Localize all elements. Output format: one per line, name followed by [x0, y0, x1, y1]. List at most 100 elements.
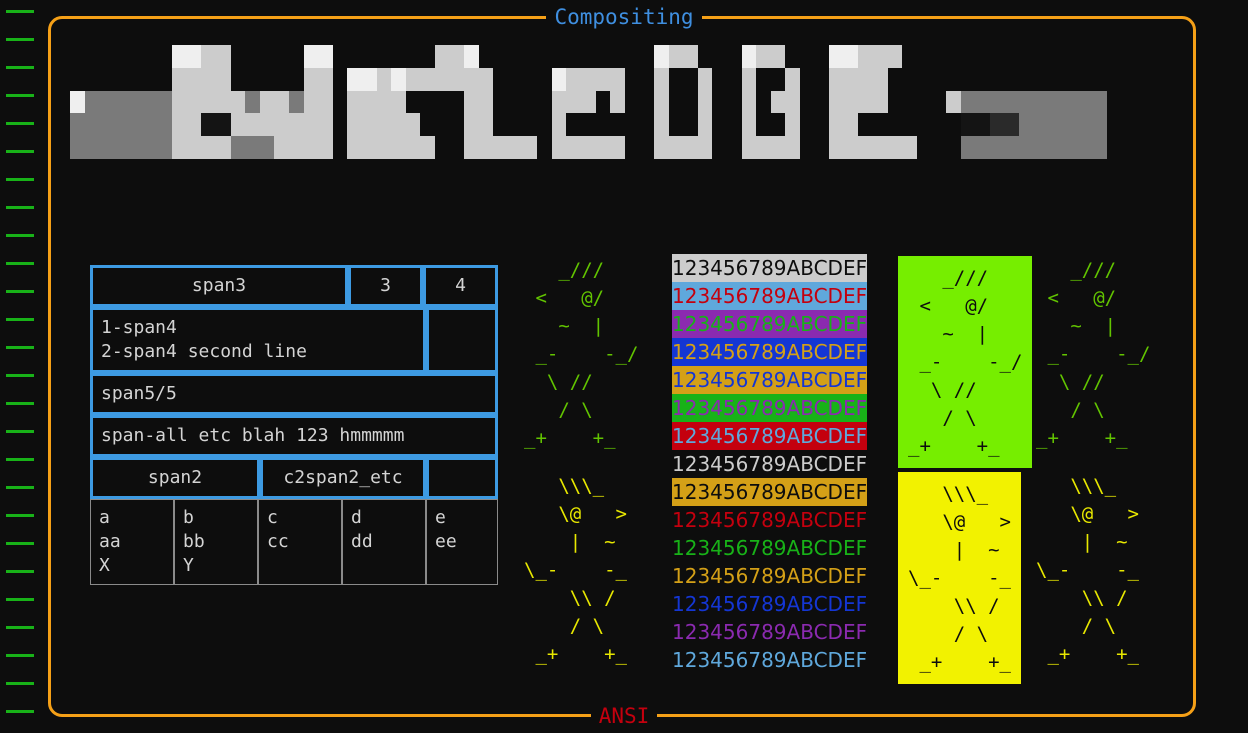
banner-pixel	[201, 67, 231, 91]
ascii-art-top-green-panel: _/// < @/ ~ | _- -_/ \ // / \ _+ +_	[898, 256, 1033, 468]
table-row: span5/5	[90, 373, 498, 415]
color-sample-row: 123456789ABCDEF	[672, 478, 868, 506]
banner-pixel	[303, 45, 333, 68]
gutter-dash	[6, 38, 34, 41]
banner-pixel	[566, 67, 625, 91]
frame-footer: ANSI	[0, 703, 1248, 729]
banner-pixel	[960, 136, 1107, 159]
frame-footer-label: ANSI	[590, 704, 658, 728]
gutter-dash	[6, 402, 34, 405]
banner-pixel	[960, 113, 990, 137]
ascii-art-bottom-yellow-panel: \\\_ \@ > | ~ \_- -_ \\ / / \ _+ +_	[898, 472, 1021, 684]
gutter-dash	[6, 290, 34, 293]
banner-pixel	[259, 90, 289, 114]
color-sample-row: 123456789ABCDEF	[672, 534, 868, 562]
table-cell: d dd	[342, 499, 426, 585]
table-row: span-all etc blah 123 hmmmmm	[90, 415, 498, 457]
banner-pixel	[230, 113, 246, 137]
banner-pixel	[551, 136, 625, 159]
banner-pixel	[668, 45, 698, 68]
banner-pixel	[464, 45, 479, 68]
color-sample-row: 123456789ABCDEF	[672, 338, 868, 366]
banner-pixel	[697, 67, 713, 137]
ascii-art-top-right: _/// < @/ ~ | _- -_/ \ // / \ _+ +_	[1036, 256, 1151, 452]
banner-pixel	[654, 45, 669, 68]
banner-pixel	[70, 113, 202, 137]
banner-pixel	[259, 113, 304, 137]
banner-pixel	[858, 90, 888, 114]
table-cell	[426, 457, 498, 499]
banner-pixel	[172, 45, 202, 68]
gutter-dash	[6, 682, 34, 685]
table-cell: 3	[348, 265, 423, 307]
banner-pixel	[551, 67, 567, 91]
banner-pixel	[435, 67, 465, 91]
color-sample-row: 123456789ABCDEF	[672, 422, 868, 450]
frame-title: Compositing	[0, 4, 1248, 30]
ascii-art-bottom-left: \\\_ \@ > | ~ \_- -_ \\ / / \ _+ +_	[524, 472, 627, 668]
banner-pixel	[829, 45, 859, 68]
banner-pixel	[172, 67, 202, 137]
color-sample-row: 123456789ABCDEF	[672, 310, 868, 338]
table-cell: b bb Y	[174, 499, 258, 585]
gutter-dash	[6, 710, 34, 713]
color-sample-row: 123456789ABCDEF	[672, 618, 868, 646]
banner-pixel	[391, 67, 406, 91]
gutter-dash	[6, 626, 34, 629]
banner-pixel	[478, 136, 538, 159]
gutter-dash	[6, 150, 34, 153]
color-sample-row: 123456789ABCDEF	[672, 254, 868, 282]
gutter-dash	[6, 570, 34, 573]
gutter-dash	[6, 374, 34, 377]
table-cell: c cc	[258, 499, 342, 585]
color-block-bottom: 123456789ABCDEF 123456789ABCDEF 123456789A…	[672, 450, 868, 674]
banner-pixel	[376, 67, 392, 91]
banner-pixel	[201, 113, 231, 137]
gutter-dash	[6, 430, 34, 433]
color-sample-row: 123456789ABCDEF	[672, 366, 868, 394]
banner-pixel	[201, 136, 231, 159]
gutter-dash	[6, 10, 34, 13]
banner-pixel	[770, 90, 786, 114]
table-cell: a aa X	[90, 499, 174, 585]
layout-table: span3 3 4 1-span4 2-span4 second line span5…	[90, 265, 498, 585]
banner-pixel	[551, 90, 567, 137]
gutter-dash	[6, 318, 34, 321]
banner-pixel	[201, 90, 216, 114]
color-sample-row: 123456789ABCDEF	[672, 282, 868, 310]
color-sample-row: 123456789ABCDEF	[672, 506, 868, 534]
gutter-dash	[6, 346, 34, 349]
table-row: span2 c2span2_etc	[90, 457, 498, 499]
banner-pixel	[201, 45, 231, 68]
banner-pixel	[989, 113, 1019, 137]
banner-pixel	[829, 67, 859, 137]
frame-title-label: Compositing	[546, 5, 702, 29]
banner-pixel	[376, 90, 406, 114]
table-cell: span5/5	[90, 373, 498, 415]
banner-pixel	[566, 90, 596, 114]
banner-pixel	[405, 67, 435, 91]
banner-pixel	[946, 90, 961, 114]
banner-pixel	[303, 67, 333, 159]
banner-pixel	[216, 90, 246, 114]
left-gutter	[0, 0, 46, 733]
banner-pixel	[829, 136, 917, 159]
banner-pixel	[376, 113, 421, 137]
gutter-dash	[6, 234, 34, 237]
banner-pixel	[274, 136, 304, 159]
color-sample-row: 123456789ABCDEF	[672, 646, 868, 674]
banner-pixel	[741, 45, 757, 68]
gutter-dash	[6, 486, 34, 489]
table-cell: e ee	[426, 499, 498, 585]
banner-pixel	[1019, 113, 1107, 137]
table-row: span3 3 4	[90, 265, 498, 307]
banner-pixel	[741, 136, 800, 159]
banner-pixel	[756, 45, 786, 68]
ascii-art-top-left: _/// < @/ ~ | _- -_/ \ // / \ _+ +_	[524, 256, 639, 452]
ascii-art-bottom-right: \\\_ \@ > | ~ \_- -_ \\ / / \ _+ +_	[1036, 472, 1139, 668]
color-sample-row: 123456789ABCDEF	[672, 590, 868, 618]
gutter-dash	[6, 458, 34, 461]
gutter-dash	[6, 122, 34, 125]
banner-pixel	[435, 45, 465, 68]
